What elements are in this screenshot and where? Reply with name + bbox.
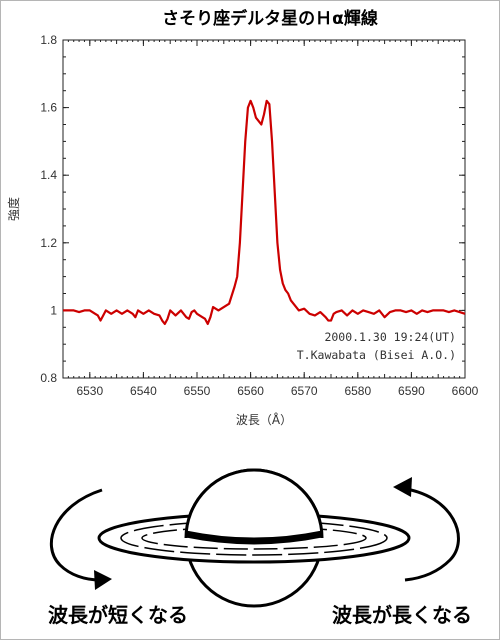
disk-shadow-band-icon — [185, 530, 323, 545]
x-tick-label: 6590 — [398, 384, 425, 398]
star-upper-outline-icon — [184, 468, 324, 539]
y-tick-label: 1.2 — [40, 236, 57, 250]
x-tick-label: 6580 — [344, 384, 371, 398]
redshift-label: 波長が長くなる — [332, 603, 472, 627]
x-tick-label: 6560 — [237, 384, 264, 398]
series-line-h-alpha — [63, 99, 466, 326]
x-tick-label: 6570 — [291, 384, 318, 398]
x-tick-labels: 6530 6540 6550 6560 6570 6580 6590 6600 — [76, 384, 478, 398]
left-rotation-arrow-icon — [49, 488, 103, 582]
axis-ticks — [62, 39, 466, 379]
x-tick-label: 6550 — [184, 384, 211, 398]
blueshift-label: 波長が短くなる — [48, 603, 188, 627]
x-tick-label: 6530 — [76, 384, 103, 398]
y-axis-title: 強度 — [6, 197, 21, 221]
y-tick-label: 1.4 — [40, 168, 57, 182]
right-rotation-arrow-icon — [399, 486, 460, 582]
chart-title: さそり座デルタ星のＨα輝線 — [162, 8, 378, 29]
observer-annotation: T.Kawabata (Bisei A.O.) — [297, 348, 456, 362]
y-tick-label: 1.8 — [40, 33, 57, 47]
y-tick-label: 1.6 — [40, 101, 57, 115]
left-arrowhead-icon — [94, 570, 112, 590]
y-tick-label: 0.8 — [40, 371, 57, 385]
rotation-diagram: 波長が短くなる 波長が長くなる — [48, 468, 472, 627]
y-tick-labels: 0.8 1 1.2 1.4 1.6 1.8 — [40, 33, 57, 385]
observation-date-annotation: 2000.1.30 19:24(UT) — [324, 330, 456, 344]
x-tick-label: 6600 — [452, 384, 479, 398]
plot-frame — [62, 39, 466, 379]
y-tick-label: 1 — [50, 303, 57, 317]
x-tick-label: 6540 — [130, 384, 157, 398]
x-axis-title: 波長（Å） — [236, 412, 292, 427]
right-arrowhead-icon — [393, 477, 412, 497]
